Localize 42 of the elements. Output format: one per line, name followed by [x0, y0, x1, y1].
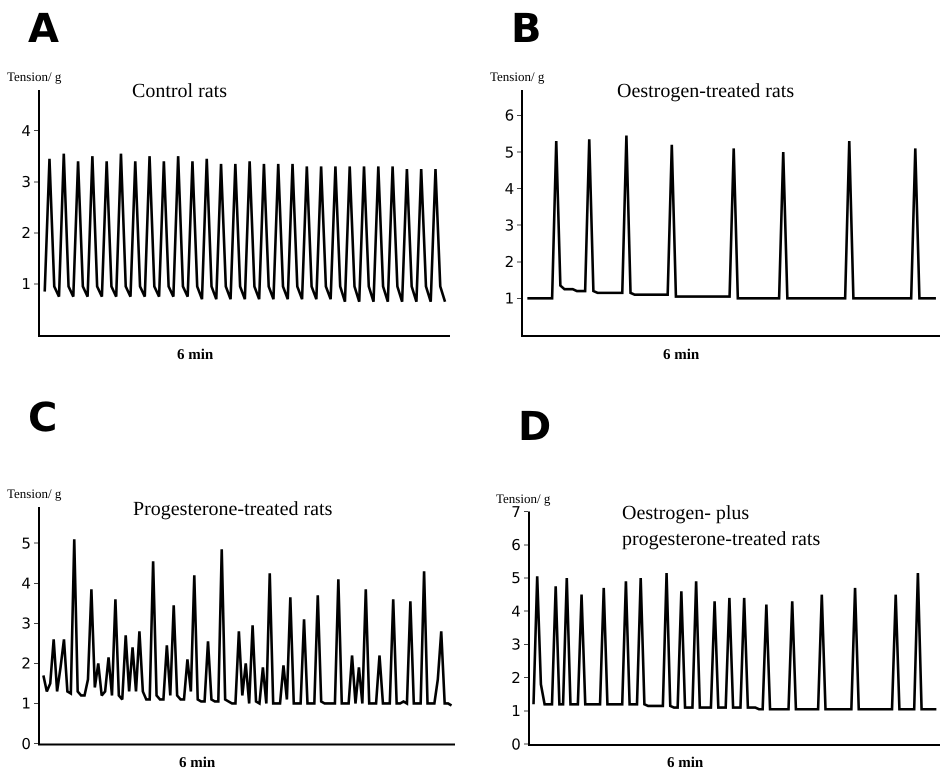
y-tick-label: 5 — [504, 143, 514, 162]
chart-subtitle: Oestrogen-treated rats — [617, 80, 794, 102]
y-tick-label: 6 — [504, 106, 514, 125]
y-axis-title: Tension/ g — [7, 486, 62, 501]
y-tick-label: 5 — [21, 534, 31, 552]
y-tick-label: 2 — [21, 654, 31, 673]
y-tick-label: 5 — [511, 569, 521, 588]
y-tick-label: 1 — [504, 290, 514, 308]
text: 6 min — [667, 755, 704, 771]
chart-subtitle: Progesterone-treated rats — [133, 498, 333, 520]
y-tick-label: 0 — [511, 735, 521, 754]
y-tick-label: 4 — [511, 602, 521, 620]
chart-title: D — [518, 404, 552, 450]
y-tick-label: 2 — [511, 668, 521, 687]
chart-title: B — [511, 6, 542, 52]
line-series — [526, 134, 938, 300]
y-tick-label: 3 — [511, 636, 521, 654]
y-tick-label: 1 — [511, 702, 521, 720]
y-tick-label: 1 — [21, 275, 31, 294]
y-tick-label: 4 — [504, 180, 514, 198]
y-tick-label: 3 — [504, 216, 514, 234]
chart-subtitle: Oestrogen- plus progesterone-treated rats — [622, 502, 820, 550]
chart-title: A — [28, 6, 59, 52]
y-tick-label: 6 — [511, 536, 521, 554]
y-tick-label: 3 — [21, 173, 31, 192]
y-tick-label: 2 — [504, 253, 514, 272]
line-series — [532, 572, 938, 711]
y-tick-label: 4 — [21, 122, 31, 140]
chart-subtitle: Control rats — [132, 80, 228, 102]
line-series — [43, 152, 446, 304]
y-axis-title: Tension/ g — [7, 69, 62, 84]
y-tick-label: 4 — [21, 574, 31, 593]
chart-title: C — [28, 395, 58, 441]
y-tick-label: 3 — [21, 614, 31, 633]
text: 6 min — [663, 347, 700, 363]
y-axis-title: Tension/ g — [490, 69, 545, 84]
text: 6 min — [179, 755, 216, 771]
y-tick-label: 1 — [21, 694, 31, 713]
text: 6 min — [177, 347, 214, 363]
line-series — [42, 538, 453, 707]
y-tick-label: 0 — [21, 734, 31, 753]
y-tick-label: 2 — [21, 224, 31, 242]
